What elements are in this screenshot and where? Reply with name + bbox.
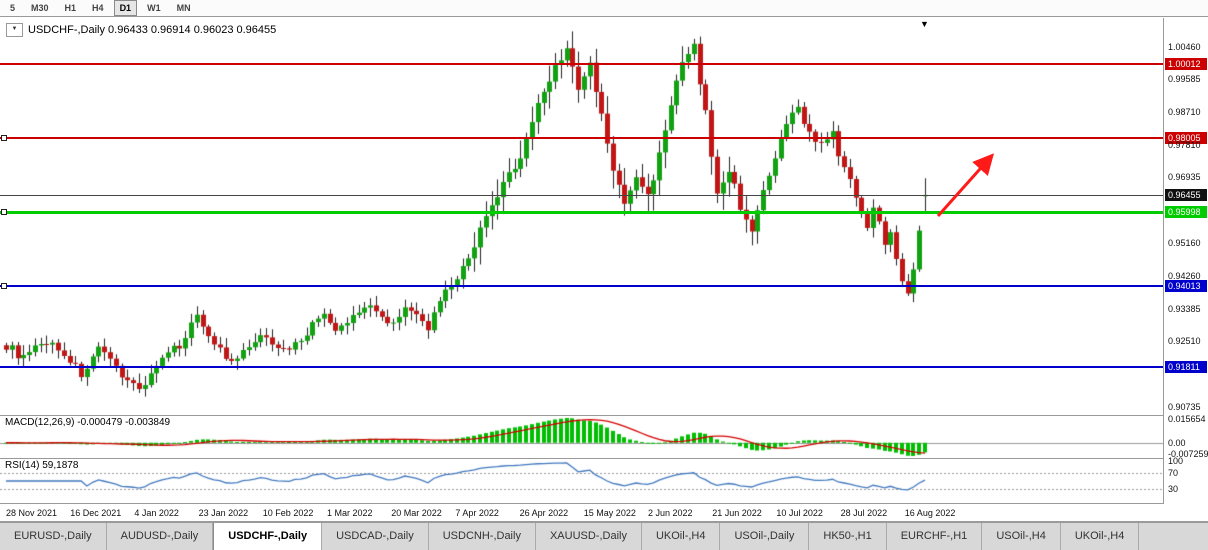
timeframe-toolbar: 5 M30 H1 H4 D1 W1 MN [0,0,1208,17]
symbol-tab-ukoil-h4[interactable]: UKOil-,H4 [1061,523,1140,550]
price-line-label: 0.91811 [1165,361,1207,373]
trend-arrow-annotation[interactable] [0,18,1163,415]
price-axis-tick: 0.92510 [1168,336,1201,346]
chart-title-text: USDCHF-,Daily 0.96433 0.96914 0.96023 0.… [28,24,277,36]
chart-area: ▼ USDCHF-,Daily 0.96433 0.96914 0.96023 … [0,18,1163,415]
symbol-tab-eurusd-daily[interactable]: EURUSD-,Daily [0,523,107,550]
rsi-indicator-canvas[interactable] [0,459,1163,503]
date-axis-label: 23 Jan 2022 [198,508,249,518]
price-line-label: 1.00012 [1165,58,1207,70]
macd-indicator-canvas[interactable] [0,416,1163,458]
timeframe-button-h4[interactable]: H4 [92,3,104,13]
symbol-tab-usdchf-daily[interactable]: USDCHF-,Daily [213,523,323,550]
symbol-tab-usdcnh-daily[interactable]: USDCNH-,Daily [429,523,536,550]
hline-1.00012[interactable] [0,63,1163,65]
date-axis-label: 10 Jul 2022 [776,508,823,518]
timeframe-button-5[interactable]: 5 [10,3,16,13]
timeframe-button-h1[interactable]: H1 [64,3,77,13]
timeframe-button-mn[interactable]: MN [176,3,191,13]
price-axis-tick: 0.96935 [1168,172,1201,182]
price-axis-tick: 1.00460 [1168,42,1201,52]
macd-axis-tick: -0.007259 [1168,449,1208,459]
symbol-tab-hk50-h1[interactable]: HK50-,H1 [809,523,887,550]
hline-0.98005[interactable] [0,137,1163,139]
macd-axis-tick: 0.00 [1168,438,1186,448]
hline-handle[interactable] [1,135,7,141]
symbol-tab-bar: EURUSD-,Daily AUDUSD-,Daily USDCHF-,Daily U… [0,522,1208,550]
price-line-label: 0.95998 [1165,206,1207,218]
panel-divider [0,415,1208,416]
symbol-tab-usoil-daily[interactable]: USOil-,Daily [720,523,810,550]
date-axis-label: 2 Jun 2022 [648,508,693,518]
price-axis-tick: 0.95160 [1168,238,1201,248]
hline-handle[interactable] [1,209,7,215]
date-axis-label: 4 Jan 2022 [134,508,179,518]
price-axis-tick: 0.98710 [1168,107,1201,117]
date-axis-label: 16 Dec 2021 [70,508,122,518]
hline-handle[interactable] [1,283,7,289]
rsi-axis-tick: 100 [1168,456,1184,466]
panel-divider [0,458,1208,459]
hline-0.94013[interactable] [0,285,1163,287]
symbol-tab-usoil-h4[interactable]: USOil-,H4 [982,523,1061,550]
date-axis[interactable]: 28 Nov 2021 16 Dec 2021 4 Jan 2022 23 Jan 2… [0,504,1208,521]
rsi-panel: RSI(14) 59,1878 [0,459,1163,503]
symbol-tab-xauusd-daily[interactable]: XAUUSD-,Daily [536,523,642,550]
rsi-label: RSI(14) 59,1878 [5,460,79,471]
date-axis-label: 7 Apr 2022 [455,508,499,518]
timeframe-button-w1[interactable]: W1 [147,3,161,13]
price-chart-canvas[interactable] [0,18,1163,415]
price-axis-tick: 0.99585 [1168,74,1201,84]
date-axis-label: 15 May 2022 [583,508,636,518]
symbol-dropdown-button[interactable]: ▼ [6,23,23,37]
last-bar-marker-icon: ▼ [920,19,929,29]
price-line-label: 0.98005 [1165,132,1207,144]
date-axis-label: 20 Mar 2022 [391,508,442,518]
hline-0.96455[interactable] [0,195,1163,196]
macd-axis-tick: 0.015654 [1168,414,1206,424]
panel-divider [0,521,1208,522]
panel-divider [0,503,1208,504]
price-line-label: 0.96455 [1165,189,1207,201]
price-axis[interactable]: 1.00012 0.98005 0.96455 0.95998 0.94013 0.918… [1163,18,1208,521]
price-axis-tick: 0.93385 [1168,304,1201,314]
macd-label: MACD(12,26,9) -0.000479 -0.003849 [5,417,171,428]
rsi-axis-tick: 70 [1168,468,1179,478]
date-axis-label: 16 Aug 2022 [904,508,956,518]
symbol-tab-eurchf-h1[interactable]: EURCHF-,H1 [887,523,983,550]
price-axis-tick: 0.97810 [1168,140,1201,150]
timeframe-button-m30[interactable]: M30 [31,3,49,13]
price-axis-tick: 0.90735 [1168,402,1201,412]
macd-panel: MACD(12,26,9) -0.000479 -0.003849 [0,416,1163,458]
date-axis-label: 28 Jul 2022 [840,508,888,518]
symbol-tab-usdcad-daily[interactable]: USDCAD-,Daily [322,523,429,550]
date-axis-label: 28 Nov 2021 [6,508,58,518]
timeframe-button-d1[interactable]: D1 [113,0,138,16]
price-line-label: 0.94013 [1165,280,1207,292]
horizontal-lines-layer [0,18,1163,415]
chart-title: ▼ USDCHF-,Daily 0.96433 0.96914 0.96023 … [6,23,276,37]
date-axis-label: 1 Mar 2022 [327,508,373,518]
chevron-down-icon: ▼ [11,26,18,32]
hline-0.95998[interactable] [0,211,1163,214]
symbol-tab-audusd-daily[interactable]: AUDUSD-,Daily [107,523,214,550]
price-axis-tick: 0.94260 [1168,271,1201,281]
date-axis-label: 10 Feb 2022 [262,508,314,518]
rsi-axis-tick: 30 [1168,484,1179,494]
date-axis-label: 26 Apr 2022 [519,508,569,518]
symbol-tab-ukoil-h4[interactable]: UKOil-,H4 [642,523,721,550]
hline-0.91811[interactable] [0,366,1163,368]
date-axis-label: 21 Jun 2022 [712,508,762,518]
